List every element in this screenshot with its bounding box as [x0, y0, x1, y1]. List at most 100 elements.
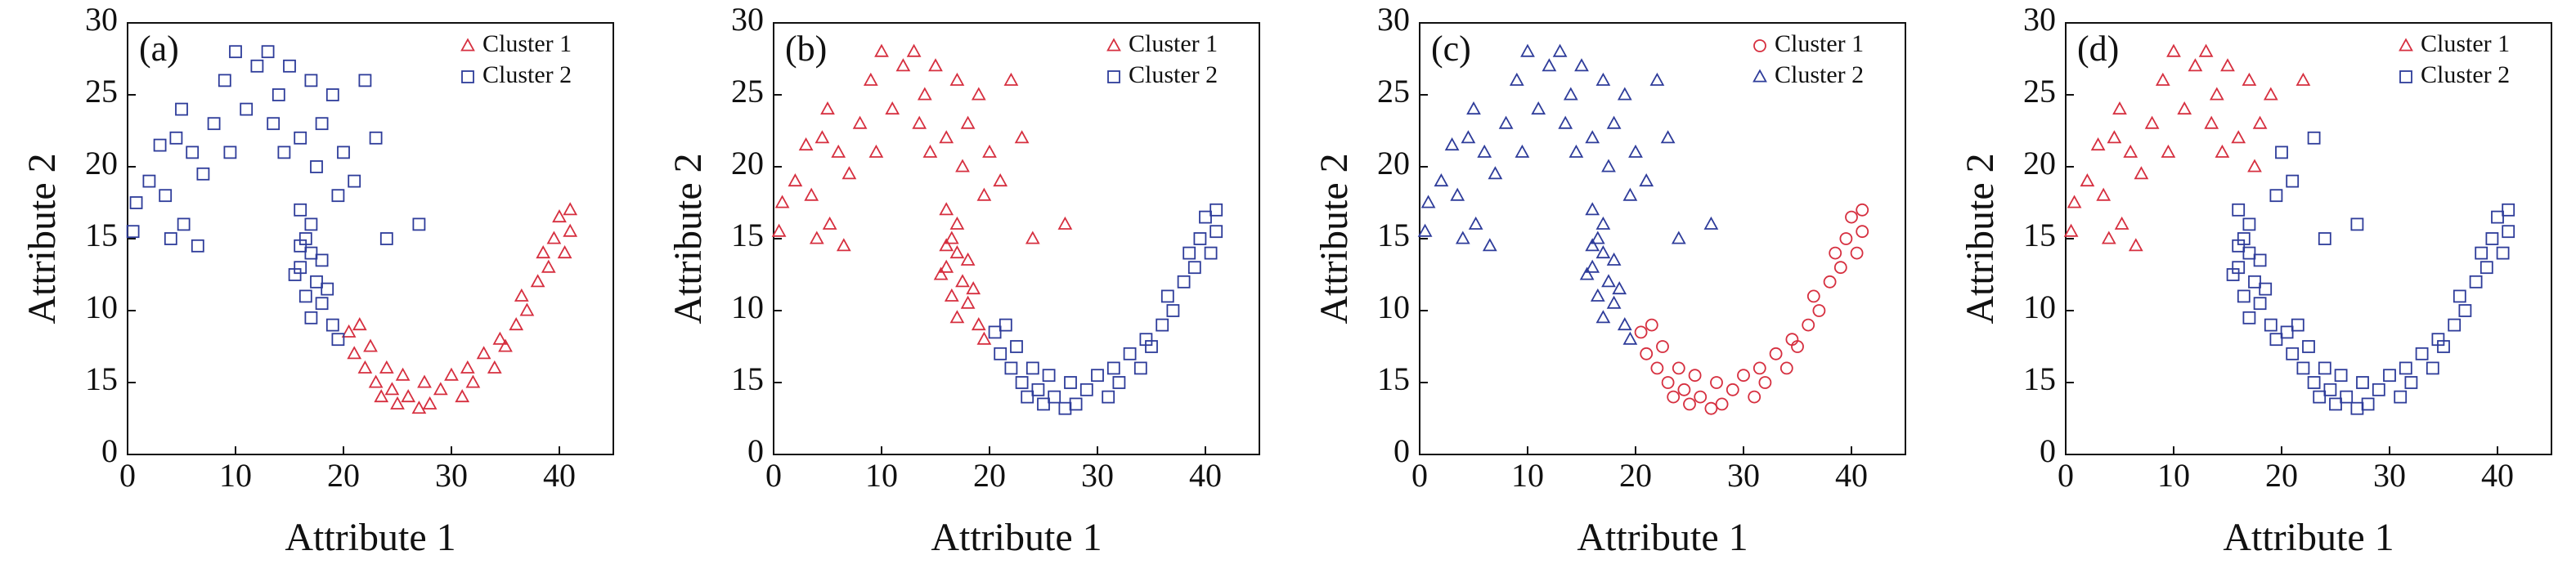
x-tick-label: 30 [2373, 457, 2406, 494]
x-tick-label: 30 [1727, 457, 1760, 494]
point [2264, 318, 2278, 332]
point [369, 131, 383, 145]
legend-marker [2399, 70, 2412, 83]
point [240, 102, 254, 116]
point [966, 281, 981, 295]
point [2263, 87, 2278, 101]
point [2226, 268, 2240, 281]
y-axis-label: Attribute 2 [1959, 153, 2002, 324]
point [492, 331, 508, 345]
point [304, 217, 318, 231]
point [352, 317, 367, 331]
x-tick-label: 20 [1619, 457, 1652, 494]
y-tick-label: 15 [731, 217, 764, 253]
point [822, 216, 837, 230]
point [315, 117, 329, 131]
y-tick-label: 10 [731, 289, 764, 325]
point [836, 238, 851, 252]
point [944, 288, 959, 302]
point [774, 195, 790, 208]
point [2063, 223, 2079, 237]
point [1590, 231, 1605, 244]
point [2404, 376, 2418, 389]
point [1671, 231, 1686, 244]
point [186, 145, 200, 159]
point [906, 43, 922, 57]
y-tick-label: 30 [731, 1, 764, 38]
point [2280, 325, 2294, 339]
point [267, 117, 280, 131]
x-tick-label: 40 [1835, 457, 1868, 494]
point [2475, 246, 2488, 260]
point [2485, 232, 2499, 245]
point [2334, 369, 2348, 383]
point [2090, 137, 2106, 151]
point [514, 288, 529, 302]
point [1726, 383, 1739, 396]
point [2166, 43, 2181, 57]
point [2286, 347, 2300, 360]
point [310, 160, 323, 173]
point [955, 274, 970, 288]
point [2155, 72, 2170, 86]
point [2415, 347, 2429, 360]
y-tick-label: 0 [2040, 432, 2056, 469]
point [1010, 340, 1023, 353]
point [1420, 195, 1436, 208]
point [971, 317, 986, 331]
point [1823, 275, 1837, 289]
point [1450, 187, 1465, 201]
point [771, 223, 787, 237]
point [1639, 173, 1654, 187]
point [939, 259, 954, 273]
x-tick-label: 0 [1411, 457, 1428, 494]
point [1091, 369, 1104, 383]
point [1455, 231, 1470, 244]
point [831, 144, 846, 158]
point [1057, 216, 1073, 230]
point [993, 173, 1008, 187]
legend-marker [1106, 38, 1121, 51]
point [815, 130, 830, 144]
point [1617, 317, 1632, 331]
point [261, 45, 275, 59]
y-tick-label: 0 [1393, 432, 1410, 469]
point [2491, 210, 2504, 224]
point [142, 174, 156, 188]
point [1558, 115, 1573, 129]
point [1769, 347, 1783, 360]
point [315, 297, 329, 311]
point [1704, 401, 1718, 415]
point [552, 209, 567, 223]
point [164, 232, 177, 245]
point [2426, 361, 2439, 375]
point [1833, 261, 1847, 275]
point [1004, 361, 1018, 375]
point [1520, 43, 1535, 57]
point [509, 317, 524, 331]
point [976, 331, 992, 345]
point [487, 360, 502, 374]
point [1640, 347, 1654, 360]
point [1661, 376, 1675, 389]
point [1025, 231, 1040, 244]
point [2237, 289, 2251, 303]
point [1187, 261, 1201, 275]
point [169, 131, 183, 145]
point [1166, 304, 1180, 317]
point [939, 238, 954, 252]
point [1656, 340, 1669, 353]
point [2269, 333, 2283, 347]
point [1015, 376, 1029, 389]
point [1106, 361, 1120, 375]
x-tick-label: 0 [2058, 457, 2074, 494]
point [207, 117, 221, 131]
point [2067, 195, 2082, 208]
point [1595, 310, 1611, 324]
point [2313, 390, 2327, 404]
x-tick-label: 30 [1081, 457, 1114, 494]
point [1791, 340, 1804, 353]
panel: 0 10 20 30 40 0 15 10 15 20 25 30 Attribute 1 Attribu… [20, 1, 614, 559]
legend-marker [1753, 39, 1766, 52]
point [971, 87, 986, 101]
